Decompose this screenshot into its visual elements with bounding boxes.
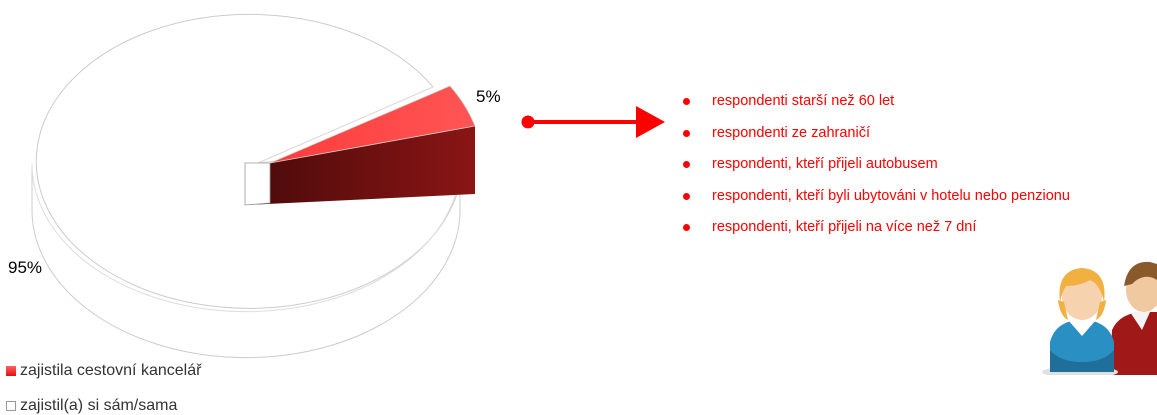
callout-list: respondenti starší než 60 let respondent… <box>683 86 1070 244</box>
legend-item-travel-agency: zajistila cestovní kancelář <box>6 362 201 380</box>
slice-label-95: 95% <box>8 258 43 277</box>
legend-label: zajistil(a) si sám/sama <box>20 397 178 414</box>
people-icon <box>1042 261 1157 375</box>
list-item-text: respondenti, kteří přijeli autobusem <box>712 156 938 172</box>
list-item-text: respondenti, kteří přijeli na více než 7… <box>712 219 977 235</box>
bullet-icon <box>683 224 690 232</box>
list-item: respondenti, kteří přijeli na více než 7… <box>683 212 1070 244</box>
list-item: respondenti, kteří byli ubytováni v hote… <box>683 181 1070 213</box>
legend-swatch-red <box>6 366 16 376</box>
slice-label-5: 5% <box>476 87 501 106</box>
legend-item-self-arranged: zajistil(a) si sám/sama <box>6 397 177 415</box>
list-item-text: respondenti starší než 60 let <box>712 93 895 109</box>
legend-swatch-white <box>6 401 16 411</box>
bullet-icon <box>683 192 690 200</box>
pie-slice-travel-agency <box>244 85 476 206</box>
list-item-text: respondenti, kteří byli ubytováni v hote… <box>712 187 1070 204</box>
callout-arrow <box>521 106 665 138</box>
bullet-icon <box>683 98 690 106</box>
list-item: respondenti starší než 60 let <box>683 86 1070 118</box>
list-item: respondenti, kteří přijeli autobusem <box>683 149 1070 181</box>
legend-label: zajistila cestovní kancelář <box>20 362 202 379</box>
bullet-icon <box>683 129 690 137</box>
bullet-icon <box>683 161 690 169</box>
list-item-text: respondenti ze zahraničí <box>712 124 870 141</box>
list-item: respondenti ze zahraničí <box>683 118 1070 150</box>
